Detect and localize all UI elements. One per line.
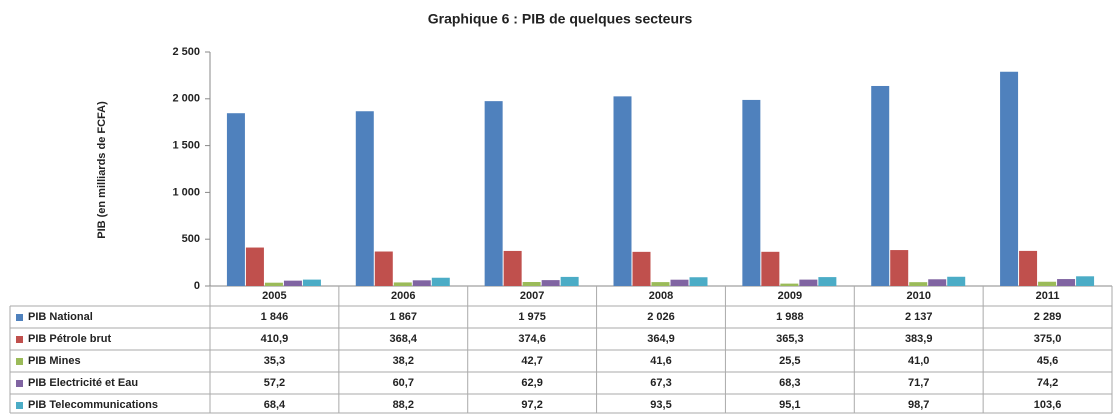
table-cell: 62,9 bbox=[521, 377, 542, 389]
table-cell: 71,7 bbox=[908, 377, 929, 389]
table-cell: 68,4 bbox=[264, 399, 286, 411]
legend-key bbox=[16, 358, 23, 365]
bar bbox=[890, 250, 909, 286]
bar bbox=[541, 280, 560, 286]
table-cell: 68,3 bbox=[779, 377, 800, 389]
bar bbox=[245, 247, 264, 286]
table-cell: 368,4 bbox=[390, 333, 418, 345]
table-cell: 1 846 bbox=[261, 311, 289, 323]
table-cell: 41,6 bbox=[650, 355, 671, 367]
bar bbox=[799, 279, 818, 286]
table-cell: 88,2 bbox=[393, 399, 414, 411]
table-cell: 25,5 bbox=[779, 355, 800, 367]
bar bbox=[484, 101, 503, 286]
legend-label: PIB Pétrole brut bbox=[28, 333, 111, 345]
table-cell: 2 289 bbox=[1034, 311, 1062, 323]
legend-label: PIB Electricité et Eau bbox=[28, 377, 138, 389]
table-cell: 41,0 bbox=[908, 355, 929, 367]
legend-key bbox=[16, 314, 23, 321]
bar bbox=[1076, 276, 1095, 286]
bar bbox=[818, 277, 837, 286]
table-cell: 410,9 bbox=[261, 333, 289, 345]
table-cell: 60,7 bbox=[393, 377, 414, 389]
bar bbox=[1057, 279, 1076, 286]
table-cell: 2 026 bbox=[647, 311, 675, 323]
table-cell: 67,3 bbox=[650, 377, 671, 389]
bar bbox=[670, 279, 689, 286]
table-cell: 1 975 bbox=[518, 311, 546, 323]
legend-key bbox=[16, 380, 23, 387]
table-cell: 103,6 bbox=[1034, 399, 1062, 411]
table-cell: 375,0 bbox=[1034, 333, 1062, 345]
x-tick-label: 2011 bbox=[1036, 290, 1060, 302]
table-cell: 93,5 bbox=[650, 399, 671, 411]
y-tick-label: 500 bbox=[182, 233, 200, 245]
bar bbox=[947, 276, 966, 286]
table-cell: 97,2 bbox=[521, 399, 542, 411]
table-cell: 365,3 bbox=[776, 333, 804, 345]
bar bbox=[1000, 71, 1019, 286]
bar bbox=[393, 282, 412, 286]
x-tick-label: 2006 bbox=[391, 290, 415, 302]
x-tick-label: 2007 bbox=[520, 290, 544, 302]
bar bbox=[522, 282, 541, 286]
bar bbox=[264, 282, 283, 286]
legend-label: PIB Mines bbox=[28, 355, 81, 367]
table-cell: 2 137 bbox=[905, 311, 933, 323]
table-cell: 42,7 bbox=[521, 355, 542, 367]
chart-title: Graphique 6 : PIB de quelques secteurs bbox=[428, 11, 693, 27]
table-cell: 1 867 bbox=[390, 311, 418, 323]
table-cell: 35,3 bbox=[264, 355, 285, 367]
x-tick-label: 2008 bbox=[649, 290, 673, 302]
bar bbox=[374, 251, 393, 286]
bar bbox=[909, 282, 928, 286]
bar bbox=[632, 251, 651, 286]
bar bbox=[928, 279, 947, 286]
bar bbox=[1019, 250, 1038, 286]
table-cell: 57,2 bbox=[264, 377, 285, 389]
bar bbox=[689, 277, 708, 286]
bar bbox=[503, 250, 522, 286]
table-cell: 95,1 bbox=[779, 399, 800, 411]
table-cell: 383,9 bbox=[905, 333, 933, 345]
legend-label: PIB Telecommunications bbox=[28, 399, 158, 411]
bar bbox=[560, 276, 579, 286]
table-cell: 74,2 bbox=[1037, 377, 1058, 389]
y-tick-label: 0 bbox=[194, 280, 200, 292]
x-tick-label: 2010 bbox=[906, 290, 930, 302]
table-cell: 374,6 bbox=[518, 333, 546, 345]
bar bbox=[226, 113, 245, 286]
table-cell: 98,7 bbox=[908, 399, 929, 411]
legend-key bbox=[16, 402, 23, 409]
bar bbox=[742, 99, 761, 286]
y-tick-label: 2 000 bbox=[172, 93, 200, 105]
bar bbox=[355, 111, 374, 286]
bar bbox=[412, 280, 431, 286]
y-axis-label: PIB (en milliards de FCFA) bbox=[96, 101, 108, 239]
y-tick-label: 1 500 bbox=[172, 140, 200, 152]
table-cell: 38,2 bbox=[393, 355, 414, 367]
bar bbox=[431, 277, 450, 286]
table-cell: 45,6 bbox=[1037, 355, 1058, 367]
table-cell: 1 988 bbox=[776, 311, 804, 323]
legend-label: PIB National bbox=[28, 311, 93, 323]
y-tick-label: 1 000 bbox=[172, 186, 200, 198]
bar bbox=[613, 96, 632, 287]
y-tick-label: 2 500 bbox=[172, 46, 200, 58]
bar bbox=[871, 85, 890, 286]
bar bbox=[1038, 281, 1057, 286]
bar bbox=[651, 282, 670, 286]
bar bbox=[761, 251, 780, 286]
legend-key bbox=[16, 336, 23, 343]
bar bbox=[780, 283, 799, 286]
x-tick-label: 2009 bbox=[778, 290, 802, 302]
table-cell: 364,9 bbox=[647, 333, 675, 345]
bar bbox=[283, 280, 302, 286]
bar bbox=[302, 279, 321, 286]
x-tick-label: 2005 bbox=[262, 290, 286, 302]
